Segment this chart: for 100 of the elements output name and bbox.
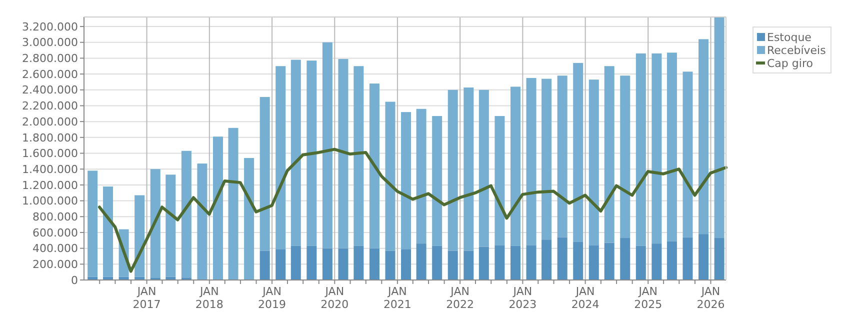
bar bbox=[494, 116, 505, 246]
bar bbox=[401, 112, 412, 250]
bar bbox=[478, 246, 489, 280]
bar bbox=[260, 250, 270, 280]
bar bbox=[181, 150, 192, 278]
bar bbox=[276, 249, 286, 280]
bar bbox=[682, 72, 693, 238]
legend-label: Cap giro bbox=[767, 56, 814, 70]
bar bbox=[88, 170, 98, 277]
bar bbox=[636, 246, 646, 280]
bar bbox=[322, 248, 332, 280]
bar bbox=[369, 248, 380, 280]
bar bbox=[652, 244, 662, 280]
bar bbox=[306, 246, 317, 280]
bar bbox=[212, 136, 223, 280]
bar bbox=[385, 102, 396, 251]
bar bbox=[150, 169, 160, 278]
bar bbox=[542, 78, 552, 240]
bar bbox=[588, 245, 599, 280]
bar bbox=[401, 249, 412, 280]
bar bbox=[478, 90, 489, 247]
bar bbox=[557, 237, 568, 280]
x-tick-label: JAN 2022 bbox=[446, 285, 474, 311]
bar bbox=[620, 238, 630, 280]
bar bbox=[166, 174, 176, 277]
bar bbox=[354, 246, 364, 280]
bar bbox=[666, 52, 677, 242]
bar bbox=[244, 158, 254, 280]
bar bbox=[432, 246, 442, 280]
bar bbox=[448, 250, 458, 280]
bar bbox=[369, 84, 380, 248]
bar bbox=[620, 76, 630, 238]
bar bbox=[636, 53, 646, 246]
bar bbox=[698, 234, 709, 280]
bar bbox=[682, 237, 693, 280]
bar bbox=[354, 66, 364, 246]
y-tick-label: 1.000.000 bbox=[22, 194, 78, 208]
bar bbox=[666, 241, 677, 280]
bar bbox=[290, 60, 301, 246]
bar bbox=[338, 248, 348, 280]
x-tick-label: JAN 2018 bbox=[195, 285, 224, 311]
y-tick-label: 400.000 bbox=[32, 242, 78, 256]
bar bbox=[573, 242, 584, 280]
x-tick-label: JAN 2024 bbox=[571, 285, 600, 311]
bar bbox=[494, 245, 505, 280]
line-series bbox=[98, 148, 728, 273]
bar bbox=[542, 240, 552, 280]
y-tick-label: 2.800.000 bbox=[22, 52, 78, 66]
y-tick-label: 1.200.000 bbox=[22, 178, 78, 192]
y-tick-label: 1.400.000 bbox=[22, 162, 78, 176]
x-tick-label: JAN 2020 bbox=[320, 285, 349, 311]
bar bbox=[416, 108, 426, 244]
legend-label: Estoque bbox=[767, 30, 812, 44]
y-tick-label: 0 bbox=[71, 274, 78, 287]
y-tick-label: 2.200.000 bbox=[22, 100, 78, 113]
x-tick-label: JAN 2025 bbox=[634, 285, 662, 311]
bar bbox=[510, 86, 520, 246]
bar bbox=[322, 42, 332, 248]
y-tick-label: 2.600.000 bbox=[22, 68, 78, 81]
bar bbox=[197, 164, 208, 280]
bar bbox=[385, 250, 396, 280]
bar bbox=[557, 76, 568, 238]
x-tick-label: JAN 2021 bbox=[383, 285, 412, 311]
y-tick-label: 200.000 bbox=[32, 258, 78, 272]
x-tick-label: JAN 2019 bbox=[258, 285, 286, 311]
bar bbox=[464, 250, 474, 280]
bar bbox=[103, 186, 114, 277]
bar bbox=[228, 128, 238, 280]
y-tick-label: 3.200.000 bbox=[22, 20, 78, 34]
y-tick-label: 1.800.000 bbox=[22, 131, 78, 144]
y-tick-label: 800.000 bbox=[32, 210, 78, 224]
bar bbox=[714, 17, 724, 238]
bar bbox=[260, 97, 270, 251]
x-tick-label: JAN 2026 bbox=[696, 285, 725, 311]
bar bbox=[604, 66, 614, 243]
bar bbox=[588, 80, 599, 246]
x-tick-label: JAN 2023 bbox=[508, 285, 537, 311]
bar bbox=[290, 246, 301, 280]
bar bbox=[652, 53, 662, 244]
bar bbox=[306, 60, 317, 246]
bar bbox=[448, 90, 458, 251]
bar bbox=[510, 246, 520, 280]
bar bbox=[432, 116, 442, 246]
bar bbox=[526, 78, 536, 246]
bar bbox=[526, 245, 536, 280]
bar bbox=[416, 244, 426, 280]
y-tick-label: 2.400.000 bbox=[22, 84, 78, 97]
bar bbox=[338, 58, 348, 248]
bar bbox=[573, 62, 584, 242]
legend-label: Recebíveis bbox=[767, 44, 826, 57]
bar bbox=[604, 242, 614, 280]
x-tick-label: JAN 2017 bbox=[132, 285, 161, 311]
y-tick-label: 3.000.000 bbox=[22, 36, 78, 50]
y-tick-label: 1.600.000 bbox=[22, 147, 78, 160]
y-tick-label: 2.000.000 bbox=[22, 115, 78, 128]
bar bbox=[714, 238, 724, 280]
bar bbox=[134, 195, 145, 277]
bar bbox=[464, 88, 474, 251]
bar bbox=[276, 66, 286, 250]
bar bbox=[698, 39, 709, 234]
